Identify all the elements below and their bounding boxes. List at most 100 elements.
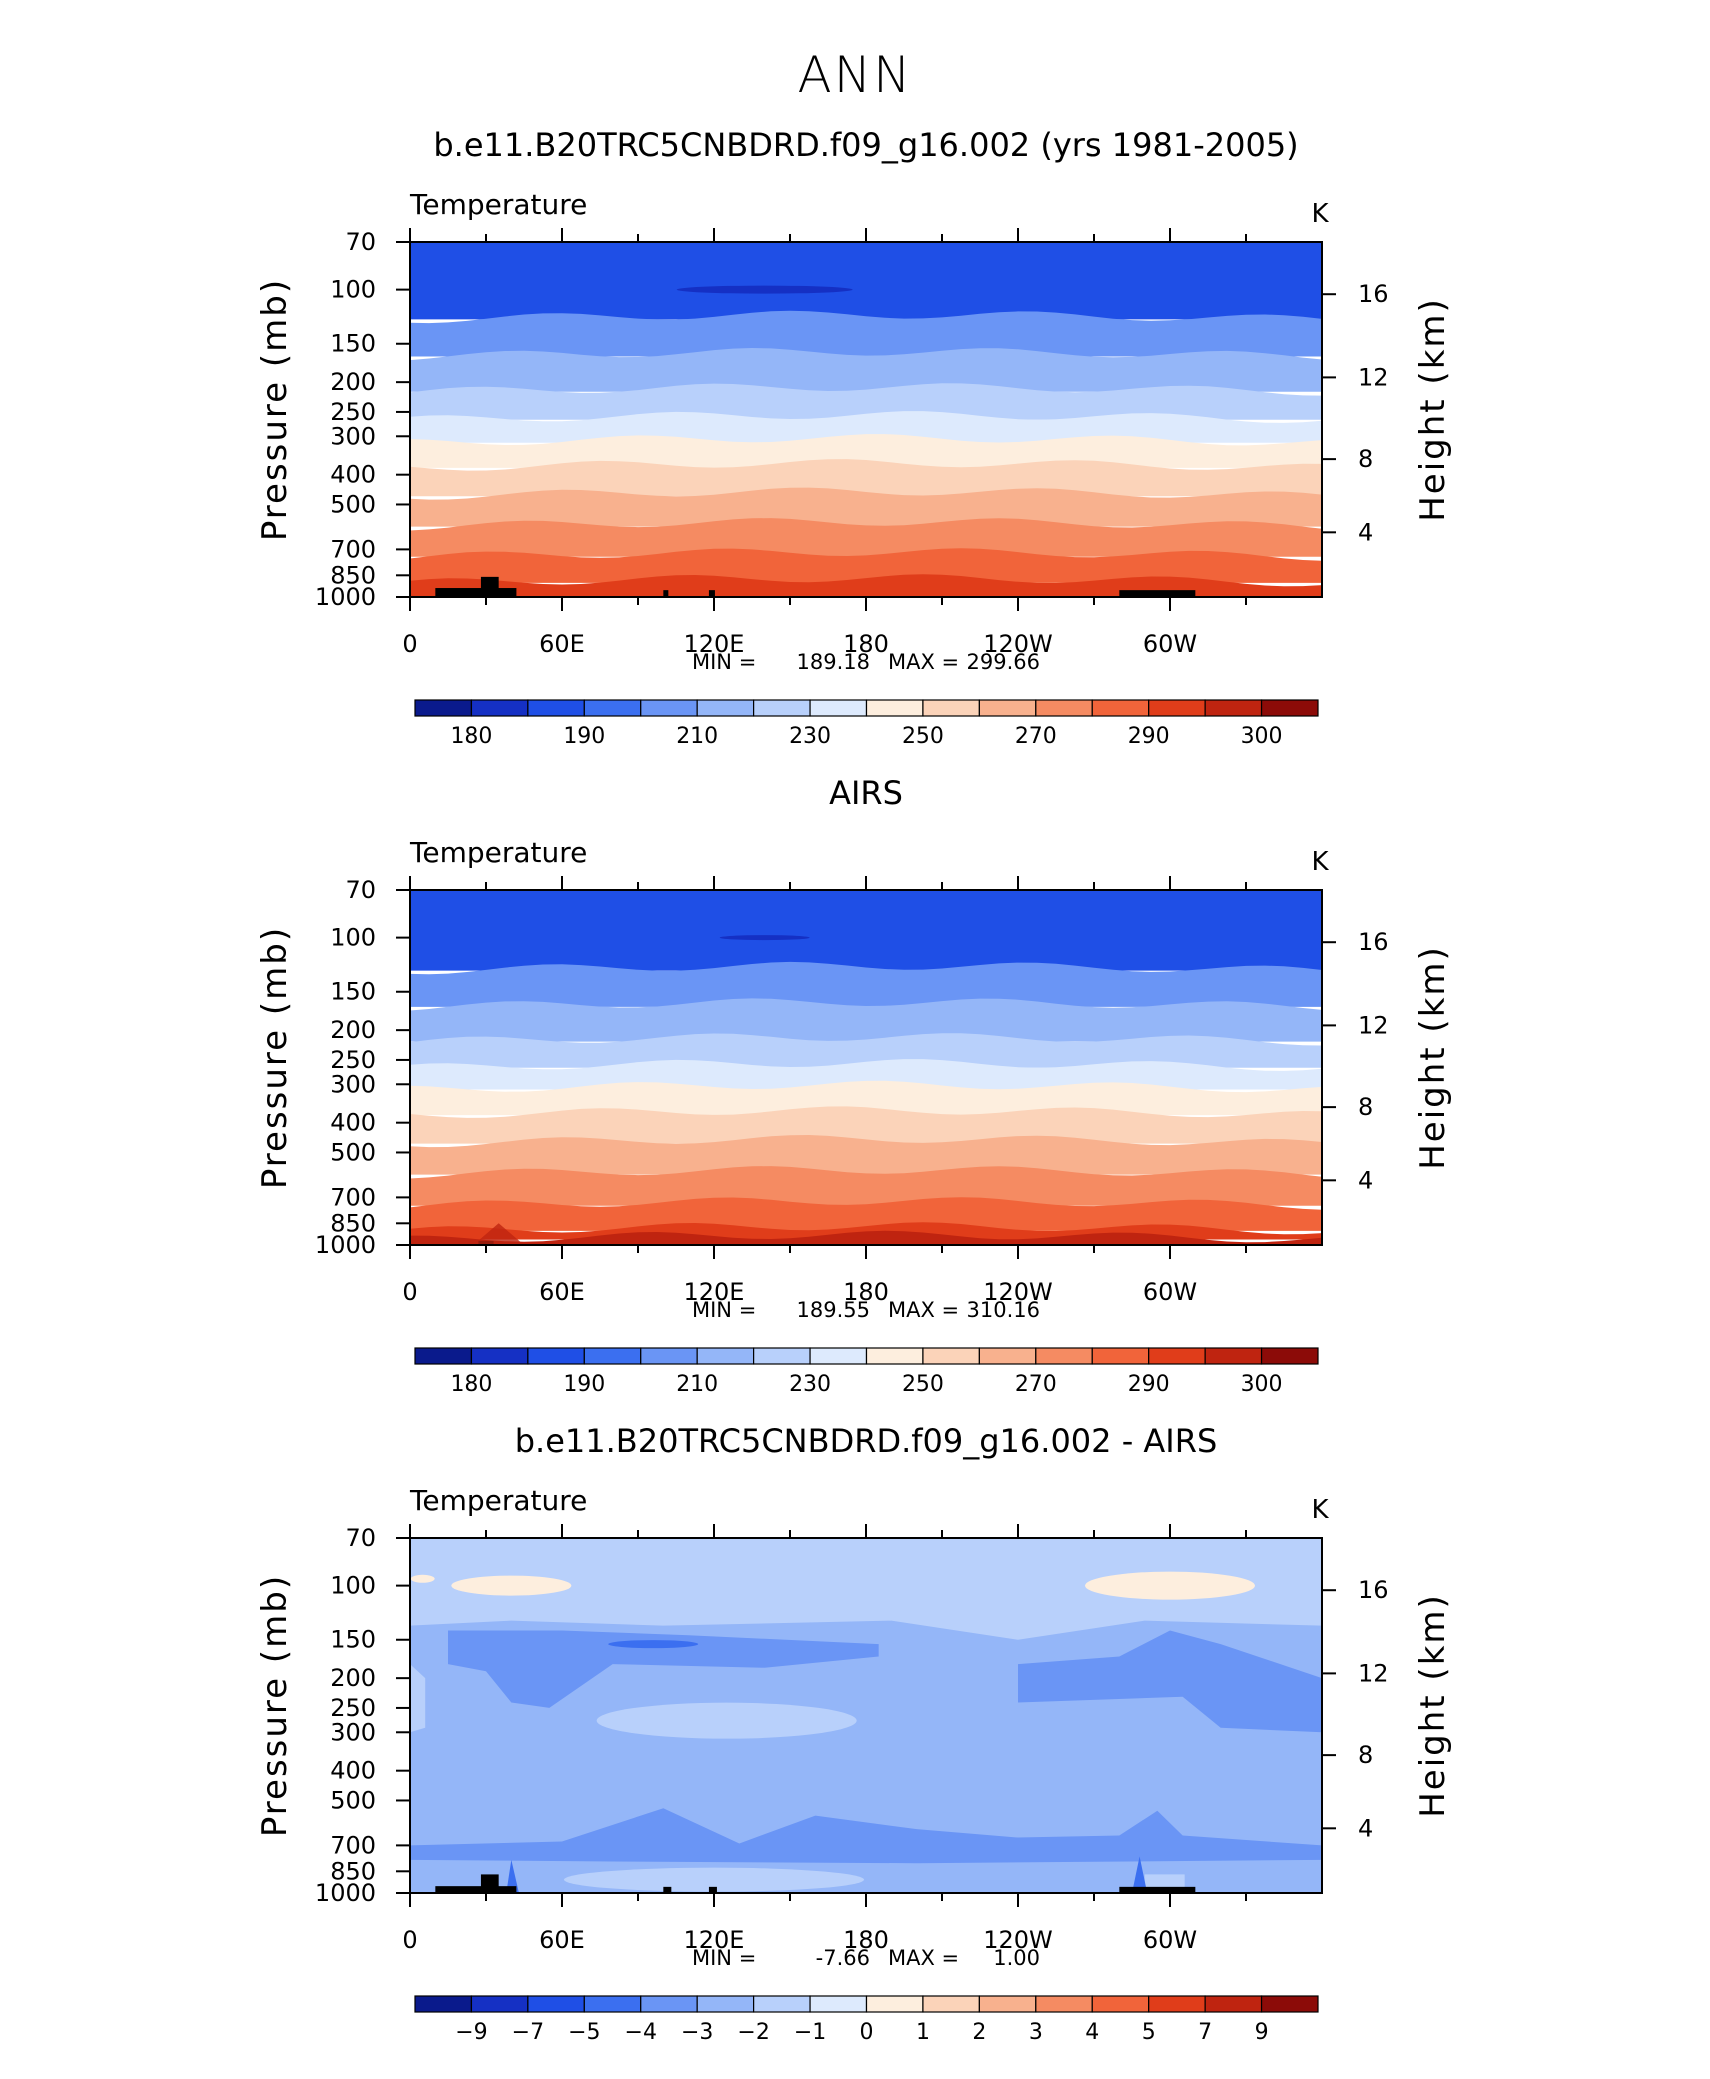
y-tick-label: 700 — [330, 1831, 376, 1859]
panel-title: AIRS — [829, 774, 903, 812]
colorbar-swatch — [583, 1995, 642, 2013]
y-tick-right-label: 12 — [1358, 1659, 1389, 1687]
y-tick-label: 850 — [330, 561, 376, 589]
y-tick-right-label: 16 — [1358, 1576, 1389, 1604]
y-tick-label: 70 — [345, 1524, 376, 1552]
y-axis-label: Pressure (mb) — [255, 278, 295, 541]
contour-band — [410, 1664, 426, 1733]
colorbar-swatch — [1148, 699, 1206, 717]
colorbar-swatch — [696, 1347, 755, 1365]
y-tick-label: 70 — [345, 876, 376, 904]
y-tick-label: 250 — [330, 398, 376, 426]
x-tick-label: 120W — [983, 630, 1053, 658]
y-tick-right-label: 16 — [1358, 928, 1389, 956]
colorbar-swatch — [1035, 1347, 1093, 1365]
colorbar-swatch — [583, 1347, 642, 1365]
contour-band — [410, 1080, 1322, 1116]
contour-band — [410, 1106, 1322, 1144]
max-value: 310.16 — [967, 1298, 1040, 1322]
y-tick-right-label: 12 — [1358, 1011, 1389, 1039]
colorbar: 180 190 210 230 250 270 290 300 — [414, 699, 1319, 749]
y-tick-label: 1000 — [315, 1879, 376, 1907]
contour-band — [410, 1197, 1322, 1231]
x-tick-label: 60W — [1143, 1926, 1197, 1954]
contour-band — [410, 1808, 1322, 1864]
contour-band — [448, 1630, 879, 1708]
contour-band — [410, 574, 1322, 597]
colorbar-swatch — [809, 1347, 868, 1365]
min-label: MIN = — [692, 650, 756, 674]
y-tick-label: 500 — [330, 1138, 376, 1166]
colorbar-label: 9 — [1255, 2020, 1269, 2045]
colorbar: 180 190 210 230 250 270 290 300 — [414, 1347, 1319, 1397]
colorbar-swatch — [583, 699, 642, 717]
colorbar-swatch — [640, 1995, 698, 2013]
colorbar-swatch — [696, 699, 755, 717]
colorbar-swatch — [527, 1347, 585, 1365]
colorbar-swatch — [1204, 1995, 1263, 2013]
contour-band — [410, 890, 1322, 971]
land-mask — [1119, 1886, 1196, 1893]
colorbar-label: 290 — [1128, 724, 1170, 749]
x-tick-label: 60E — [539, 630, 585, 658]
y-tick-label: 1000 — [315, 583, 376, 611]
contour-band — [410, 1059, 1322, 1090]
colorbar-swatch — [753, 1347, 811, 1365]
panel-1: b.e11.B20TRC5CNBDRD.f09_g16.002 (yrs 198… — [255, 126, 1453, 749]
panel-3: b.e11.B20TRC5CNBDRD.f09_g16.002 - AIRS Te… — [255, 1422, 1453, 2045]
colorbar-swatch — [527, 1995, 585, 2013]
x-tick-label: 180 — [843, 1278, 889, 1306]
min-value: -7.66 — [816, 1946, 870, 1970]
min-label: MIN = — [692, 1946, 756, 1970]
y-tick-label: 250 — [330, 1046, 376, 1074]
y-tick-label: 250 — [330, 1694, 376, 1722]
warm-patch — [451, 1575, 572, 1596]
contour-band — [410, 411, 1322, 443]
colorbar-swatch — [753, 1995, 811, 2013]
y-tick-label: 400 — [330, 1757, 376, 1785]
x-tick-label: 60W — [1143, 630, 1197, 658]
colorbar-label: 270 — [1015, 724, 1057, 749]
colorbar-label: 180 — [450, 1372, 492, 1397]
colorbar-label: 290 — [1128, 1372, 1170, 1397]
contour-band — [564, 1867, 864, 1892]
contour-fill — [410, 890, 1322, 1245]
y-tick-label: 700 — [330, 535, 376, 563]
contour-fill — [410, 242, 1322, 597]
colorbar-swatch — [1260, 699, 1319, 717]
colorbar-label: 210 — [676, 724, 718, 749]
colorbar-label: 190 — [563, 724, 605, 749]
colorbar-label: −7 — [512, 2020, 544, 2045]
colorbar-label: 5 — [1142, 2020, 1156, 2045]
contour-band — [410, 348, 1322, 392]
colorbar-label: 210 — [676, 1372, 718, 1397]
x-tick-label: 60E — [539, 1278, 585, 1306]
y-tick-label: 300 — [330, 422, 376, 450]
colorbar-label: −4 — [625, 2020, 657, 2045]
contour-band — [410, 487, 1322, 527]
y-tick-label: 200 — [330, 368, 376, 396]
y-tick-label: 850 — [330, 1857, 376, 1885]
colorbar-swatch — [1035, 1995, 1093, 2013]
colorbar-label: −5 — [568, 2020, 600, 2045]
y-tick-right-label: 8 — [1358, 1741, 1373, 1769]
panel-title: b.e11.B20TRC5CNBDRD.f09_g16.002 - AIRS — [515, 1422, 1218, 1460]
max-label: MAX = — [888, 1298, 959, 1322]
colorbar-swatch — [414, 1995, 473, 2013]
y-tick-label: 400 — [330, 1109, 376, 1137]
contour-band — [410, 1033, 1322, 1068]
contour-band — [410, 548, 1322, 583]
min-label: MIN = — [692, 1298, 756, 1322]
y-tick-label: 400 — [330, 461, 376, 489]
contour-band — [410, 242, 1322, 320]
colorbar-swatch — [1204, 699, 1263, 717]
colorbar-swatch — [978, 1347, 1037, 1365]
colorbar-swatch — [1091, 1347, 1150, 1365]
colorbar-swatch — [1260, 1995, 1319, 2013]
warm-patch — [1085, 1571, 1255, 1600]
y-tick-label: 150 — [330, 1626, 376, 1654]
colorbar-label: 0 — [860, 2020, 874, 2045]
y-tick-label: 100 — [330, 1572, 376, 1600]
y-tick-right-label: 12 — [1358, 363, 1389, 391]
